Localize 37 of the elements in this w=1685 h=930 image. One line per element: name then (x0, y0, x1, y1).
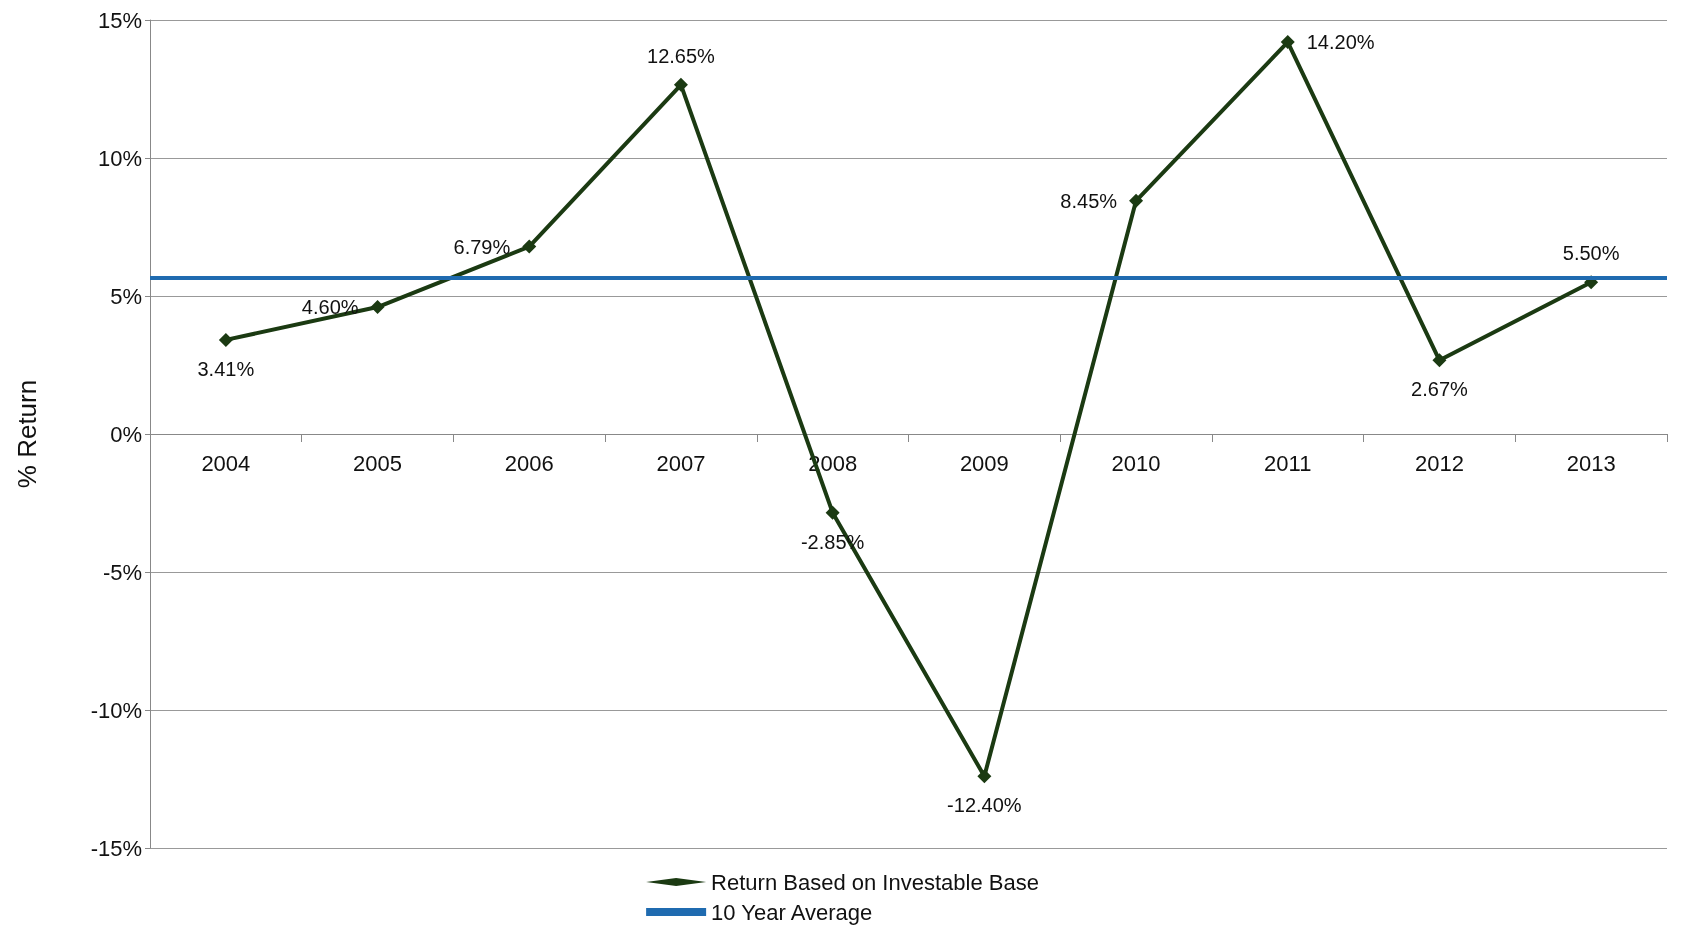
point (825, 505, 840, 520)
x-tick-label: 2004 (201, 450, 251, 476)
y-tick-label: 0% (110, 421, 142, 447)
data-label: 2.67% (1411, 378, 1469, 401)
point (218, 332, 233, 347)
x-tick-label: 2006 (504, 450, 554, 476)
y-tick-label: 15% (97, 7, 142, 33)
y-tick-label: -10% (90, 697, 142, 723)
x-tick-label: 2009 (959, 450, 1009, 476)
y-tick-label: 10% (97, 145, 142, 171)
point (673, 77, 688, 92)
x-tick-label: 2007 (656, 450, 706, 476)
point (370, 300, 385, 315)
legend-label: 10 Year Average (711, 899, 873, 925)
x-tick-label: 2011 (1264, 450, 1312, 476)
data-label: 6.79% (453, 235, 511, 258)
point (1280, 35, 1295, 50)
y-tick-label: -5% (102, 559, 142, 585)
y-tick-label: 5% (110, 283, 142, 309)
x-tick-label: 2010 (1111, 450, 1161, 476)
data-label: -12.40% (947, 794, 1022, 817)
data-label: 8.45% (1060, 189, 1118, 212)
data-label: 4.60% (301, 296, 359, 319)
y-tick-label: -15% (90, 835, 142, 861)
x-tick-label: 2012 (1414, 450, 1464, 476)
y-axis-title: % Return (12, 379, 42, 489)
point (1129, 193, 1144, 208)
data-label: 14.20% (1306, 31, 1375, 54)
data-label: 12.65% (647, 44, 716, 67)
point (522, 239, 537, 254)
point (1432, 353, 1447, 368)
data-label: 3.41% (197, 357, 255, 380)
point (977, 769, 992, 784)
data-label: 5.50% (1562, 242, 1620, 265)
x-tick-label: 2013 (1566, 450, 1616, 476)
legend-label: Return Based on Investable Base (711, 869, 1039, 895)
x-tick-label: 2005 (353, 450, 403, 476)
